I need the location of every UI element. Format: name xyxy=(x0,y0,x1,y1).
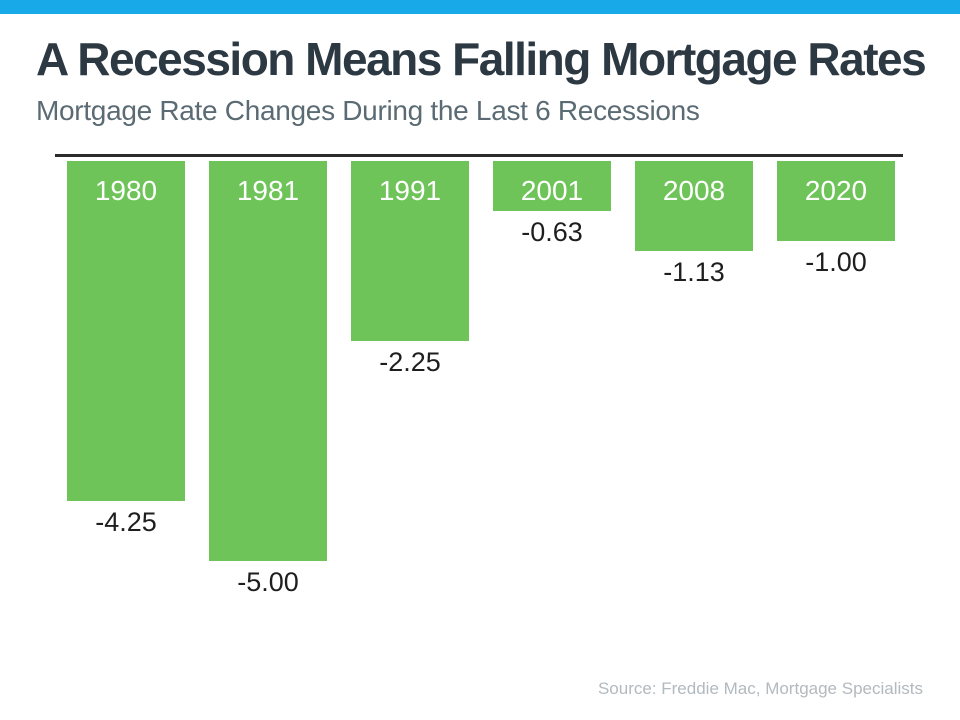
bar-year-label: 2001 xyxy=(520,175,584,206)
bar-2020: 2020 xyxy=(777,161,895,241)
bar-year-label: 1980 xyxy=(94,175,158,206)
bar-1991: 1991 xyxy=(351,161,469,341)
bar-value-label: -2.25 xyxy=(379,347,441,377)
bar-2001: 2001 xyxy=(493,161,611,211)
bar-column-1981: 1981 -5.00 xyxy=(209,161,327,597)
bar-year-label: 2020 xyxy=(804,175,868,206)
bar-year-label: 2008 xyxy=(662,175,726,206)
bar-column-2001: 2001 -0.63 xyxy=(493,161,611,247)
bar-chart: 1980 -4.25 1981 -5.00 1991 -2.25 2001 -0.63 2008… xyxy=(67,161,895,641)
bar-value-label: -1.13 xyxy=(663,257,725,287)
top-accent-bar xyxy=(0,0,960,14)
bar-value-label: -5.00 xyxy=(237,567,299,597)
source-attribution: Source: Freddie Mac, Mortgage Specialist… xyxy=(597,679,923,698)
bar-value-label: -1.00 xyxy=(805,247,867,277)
bar-1980: 1980 xyxy=(67,161,185,501)
bar-column-1991: 1991 -2.25 xyxy=(351,161,469,377)
bar-value-label: -0.63 xyxy=(521,217,583,247)
bar-value-label: -4.25 xyxy=(95,507,157,537)
bar-year-label: 1981 xyxy=(236,175,300,206)
bar-column-2008: 2008 -1.13 xyxy=(635,161,753,287)
bar-year-label: 1991 xyxy=(378,175,442,206)
chart-baseline-axis xyxy=(55,154,903,157)
page-title: A Recession Means Falling Mortgage Rates xyxy=(36,33,927,85)
bar-2008: 2008 xyxy=(635,161,753,251)
bar-1981: 1981 xyxy=(209,161,327,561)
page-subtitle: Mortgage Rate Changes During the Last 6 … xyxy=(36,95,700,126)
bar-column-2020: 2020 -1.00 xyxy=(777,161,895,277)
bar-column-1980: 1980 -4.25 xyxy=(67,161,185,537)
